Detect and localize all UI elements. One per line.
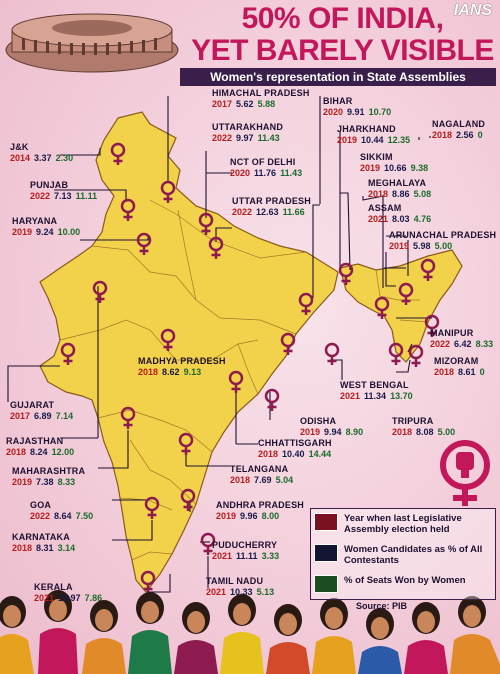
state-label: HIMACHAL PRADESH 2017 5.62 5.88: [212, 88, 310, 109]
title-line-2: YET BARELY VISIBLE: [191, 34, 494, 67]
female-symbol-icon: [264, 388, 280, 413]
state-label: KARNATAKA 2018 8.31 3.14: [12, 532, 76, 553]
state-label: RAJASTHAN 2018 8.24 12.00: [6, 436, 75, 457]
state-label: GUJARAT 2017 6.89 7.14: [10, 400, 74, 421]
female-symbol-icon: [324, 342, 340, 367]
title-line-1: 50% OF INDIA,: [241, 2, 444, 35]
raised-fist-icon: [440, 440, 490, 506]
source-note: Source: PIB: [356, 601, 408, 611]
state-label: BIHAR 2020 9.91 10.70: [323, 96, 392, 117]
state-label: PUNJAB 2022 7.13 11.11: [30, 180, 98, 201]
state-label: J&K 2014 3.37 2.30: [10, 142, 74, 163]
state-label: MAHARASHTRA 2019 7.38 8.33: [12, 466, 86, 487]
state-label: NAGALAND 2018 2.56 0: [432, 119, 486, 140]
legend-swatch-seats: [314, 575, 338, 593]
women-crowd-illustration: [0, 590, 500, 674]
state-label: HARYANA 2019 9.24 10.00: [12, 216, 81, 237]
state-label: NCT OF DELHI 2020 11.76 11.43: [230, 157, 303, 178]
legend-label-contestants: Women Candidates as % of All Contestants: [344, 544, 483, 566]
state-label: ODISHA 2019 9.94 8.90: [300, 416, 364, 437]
leader-lines: [7, 96, 432, 593]
state-label: MADHYA PRADESH 2018 8.62 9.13: [138, 356, 226, 377]
legend-swatch-year: [314, 513, 338, 531]
state-label: MEGHALAYA 2018 8.86 5.08: [368, 178, 432, 199]
legend-label-seats: % of Seats Won by Women: [344, 575, 466, 586]
subtitle: Women's representation in State Assembli…: [180, 68, 496, 86]
state-label: ANDHRA PRADESH 2019 9.96 8.00: [216, 500, 304, 521]
state-label: TAMIL NADU 2021 10.33 5.13: [206, 576, 275, 597]
state-label: JHARKHAND 2019 10.44 12.35: [337, 124, 411, 145]
state-label: ASSAM 2021 8.03 4.76: [368, 203, 432, 224]
state-label: UTTARAKHAND 2022 9.97 11.43: [212, 122, 284, 143]
state-label: WEST BENGAL 2021 11.34 13.70: [340, 380, 413, 401]
state-label: KERALA 2021 10.97 7.86: [34, 582, 103, 603]
brand-logo: IANS: [453, 2, 492, 19]
state-label: TELANGANA 2018 7.69 5.04: [230, 464, 294, 485]
state-label: UTTAR PRADESH 2022 12.63 11.66: [232, 196, 311, 217]
state-label: PUDUCHERRY 2021 11.11 3.33: [212, 540, 280, 561]
legend-label-year: Year when last Legislative Assembly elec…: [344, 513, 462, 535]
state-label: SIKKIM 2019 10.66 9.38: [360, 152, 429, 173]
state-label: ARUNACHAL PRADESH 2019 5.98 5.00: [389, 230, 497, 251]
legend-box: [310, 508, 496, 600]
state-label: TRIPURA 2018 8.08 5.00: [392, 416, 456, 437]
state-label: MIZORAM 2018 8.61 0: [434, 356, 485, 377]
parliament-building-icon: [5, 13, 179, 73]
state-label: MANIPUR 2022 6.42 8.33: [430, 328, 494, 349]
state-label: GOA 2022 8.64 7.50: [30, 500, 94, 521]
state-label: CHHATTISGARH 2018 10.40 14.44: [258, 438, 332, 459]
legend-swatch-contestants: [314, 544, 338, 562]
